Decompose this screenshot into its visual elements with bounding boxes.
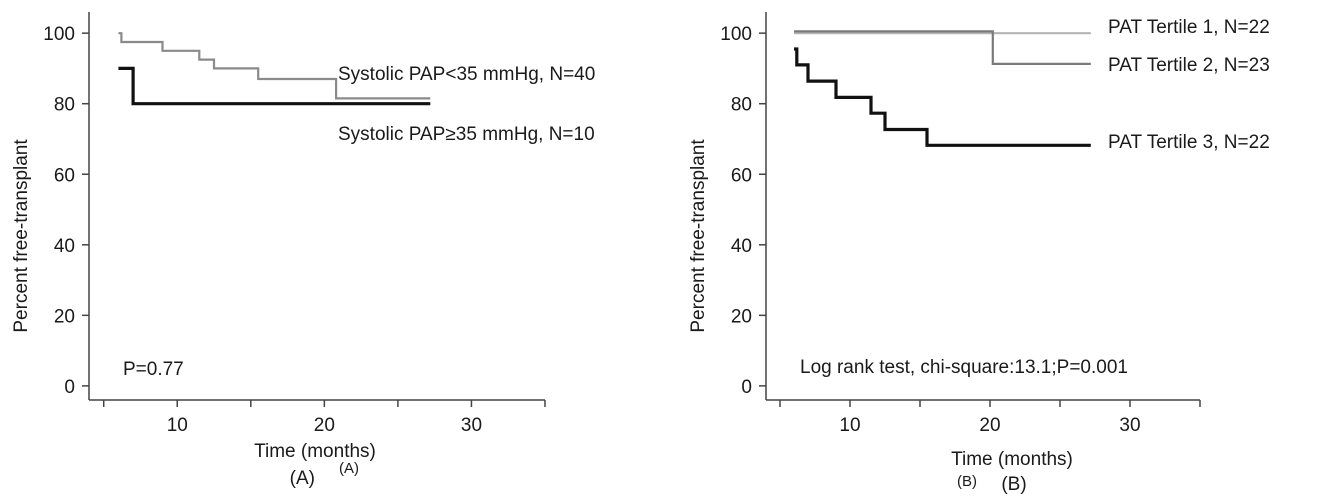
panel-b-legend-tertile-2: PAT Tertile 2, N=23 xyxy=(1108,55,1270,76)
panel-a-legend-pap-high: Systolic PAP≥35 mmHg, N=10 xyxy=(338,124,595,145)
panel-b-y-tick-label: 20 xyxy=(731,306,752,327)
panel-a-y-tick-label: 0 xyxy=(64,377,75,398)
panel-a-y-tick-label: 80 xyxy=(54,95,75,116)
panel-b-y-tick-label: 80 xyxy=(731,95,752,116)
panel-b-legend-tertile-1: PAT Tertile 1, N=22 xyxy=(1108,17,1270,38)
panel-a-x-tick-label: 30 xyxy=(461,415,482,436)
panel-b-y-tick-label: 100 xyxy=(720,24,752,45)
panel-a-label: (A) xyxy=(290,468,315,489)
panel-a-chart: 0 20 40 60 80 100 10 20 30 Systolic PAP<35 mmHg… xyxy=(11,12,595,489)
panel-b-x-ticks: 10 20 30 xyxy=(779,400,1201,436)
panel-b-y-label: Percent free-transplant xyxy=(688,139,709,333)
panel-b-x-label: Time (months) xyxy=(951,449,1073,470)
panel-a-p-value: P=0.77 xyxy=(123,359,184,380)
panel-b-label-subscript: (B) xyxy=(957,473,977,490)
panel-b-legend-tertile-3: PAT Tertile 3, N=22 xyxy=(1108,132,1270,153)
panel-b-y-tick-label: 0 xyxy=(741,377,752,398)
panel-a-y-tick-label: 100 xyxy=(43,24,75,45)
panel-a-x-tick-label: 20 xyxy=(314,415,335,436)
panel-a-x-label: Time (months) xyxy=(254,441,376,462)
panel-b-x-tick-label: 30 xyxy=(1119,415,1140,436)
panel-b-series-3-line xyxy=(794,47,1091,147)
panel-a-label-superscript: (A) xyxy=(339,460,359,477)
panel-b-x-tick-label: 20 xyxy=(979,415,1000,436)
panel-b-x-tick-label: 10 xyxy=(839,415,860,436)
panel-a-series-1-line xyxy=(118,32,431,100)
panel-a-legend-pap-low: Systolic PAP<35 mmHg, N=40 xyxy=(338,64,595,85)
panel-b-series xyxy=(794,30,1091,147)
panel-a-y-tick-label: 40 xyxy=(54,236,75,257)
panel-b-y-ticks: 0 20 40 60 80 100 xyxy=(720,24,766,398)
panel-a-series-2-line xyxy=(118,66,431,106)
panel-b-label: (B) xyxy=(1001,474,1026,495)
panel-b-y-tick-label: 40 xyxy=(731,236,752,257)
panel-b-series-2-line xyxy=(794,30,1091,66)
panel-a-y-tick-label: 60 xyxy=(54,165,75,186)
panel-a-x-ticks: 10 20 30 xyxy=(102,400,546,436)
panel-b-log-rank-test: Log rank test, chi-square:13.1;P=0.001 xyxy=(800,357,1128,378)
panel-a-series xyxy=(118,32,431,106)
panel-a-y-tick-label: 20 xyxy=(54,306,75,327)
panel-b-y-tick-label: 60 xyxy=(731,165,752,186)
panel-a-y-ticks: 0 20 40 60 80 100 xyxy=(43,24,89,398)
panel-a-x-tick-label: 10 xyxy=(167,415,188,436)
panel-a-y-label: Percent free-transplant xyxy=(11,139,32,333)
